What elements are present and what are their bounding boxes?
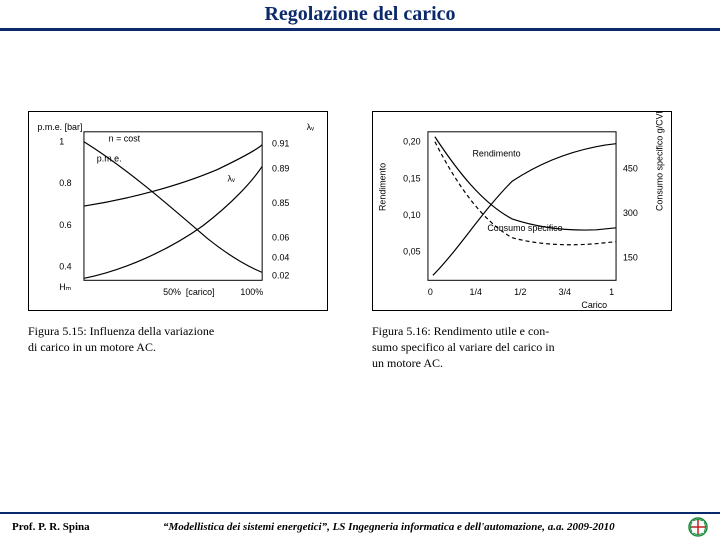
tick-rx3: 3/4 (559, 287, 571, 297)
tick-x1: 50% (163, 287, 181, 297)
tick-hm: Hₘ (59, 282, 71, 292)
chart-right-svg: Rendimento 0,20 0,15 0,10 0,05 Consumo s… (373, 112, 671, 310)
title-bar: Regolazione del carico (0, 0, 720, 28)
caption-left: Figura 5.15: Influenza della variazione … (28, 323, 214, 355)
label-pme: p.m.e. (97, 154, 122, 164)
content-area: p.m.e. [bar] 1 0.8 0.6 0.4 Hₘ λᵥ 0.91 0.… (0, 31, 720, 512)
tick-rb1: 0.06 (272, 233, 289, 243)
caption-right-a: Figura 5.16: Rendimento utile e con- (372, 323, 555, 339)
x-label-left: [carico] (186, 287, 215, 297)
caption-left-a: Figura 5.15: Influenza della variazione (28, 323, 214, 339)
axis-left-unit: p.m.e. [bar] (37, 122, 82, 132)
tick-rx1: 1/4 (470, 287, 482, 297)
tick-ra2: 0.89 (272, 163, 289, 173)
tick-l3: 0.6 (59, 220, 71, 230)
tick-rb3: 0.02 (272, 270, 289, 280)
tick-rl4: 0,05 (403, 247, 420, 257)
tick-x2: 100% (240, 287, 263, 297)
tick-l1: 1 (59, 137, 64, 147)
footer-course: “Modellistica dei sistemi energetici”, L… (90, 521, 688, 533)
chart-left-svg: p.m.e. [bar] 1 0.8 0.6 0.4 Hₘ λᵥ 0.91 0.… (29, 112, 327, 310)
label-lambda: λᵥ (227, 173, 234, 183)
tick-rr3: 150 (623, 253, 638, 263)
tick-rx4: 1 (609, 287, 614, 297)
tick-rx2: 1/2 (514, 287, 526, 297)
chart-left: p.m.e. [bar] 1 0.8 0.6 0.4 Hₘ λᵥ 0.91 0.… (28, 111, 328, 311)
tick-ra3: 0.85 (272, 198, 289, 208)
figure-right: Rendimento 0,20 0,15 0,10 0,05 Consumo s… (372, 111, 692, 372)
figure-left: p.m.e. [bar] 1 0.8 0.6 0.4 Hₘ λᵥ 0.91 0.… (28, 111, 348, 355)
tick-l4: 0.4 (59, 261, 71, 271)
caption-left-b: di carico in un motore AC. (28, 339, 214, 355)
x-label-right: Carico (581, 300, 607, 310)
label-consumo: Consumo specifico (487, 223, 562, 233)
tick-l2: 0.8 (59, 178, 71, 188)
label-rendimento: Rendimento (473, 149, 521, 159)
caption-right-b: sumo specifico al variare del carico in (372, 339, 555, 355)
tick-rl2: 0,15 (403, 173, 420, 183)
top-note: n = cost (109, 134, 141, 144)
chart-right: Rendimento 0,20 0,15 0,10 0,05 Consumo s… (372, 111, 672, 311)
axis-left-label-r: Rendimento (377, 163, 387, 211)
tick-rr2: 300 (623, 208, 638, 218)
tick-rr1: 450 (623, 163, 638, 173)
footer-author: Prof. P. R. Spina (12, 521, 90, 533)
curve-hm (84, 166, 262, 278)
footer-logo-icon (688, 517, 708, 537)
tick-ra1: 0.91 (272, 139, 289, 149)
curve-consumo (435, 137, 616, 230)
tick-rb2: 0.04 (272, 253, 289, 263)
curve-rendimento (433, 144, 616, 276)
caption-right-c: un motore AC. (372, 355, 555, 371)
axis-right-unit: λᵥ (307, 122, 314, 132)
slide: Regolazione del carico p.m.e. [bar] 1 0.… (0, 0, 720, 540)
page-title: Regolazione del carico (264, 3, 455, 26)
footer: Prof. P. R. Spina “Modellistica dei sist… (0, 512, 720, 540)
tick-rl3: 0,10 (403, 210, 420, 220)
tick-rl1: 0,20 (403, 137, 420, 147)
axis-right-label-r: Consumo specifico g/CVh (655, 112, 665, 211)
tick-rx0: 0 (428, 287, 433, 297)
caption-right: Figura 5.16: Rendimento utile e con- sum… (372, 323, 555, 372)
